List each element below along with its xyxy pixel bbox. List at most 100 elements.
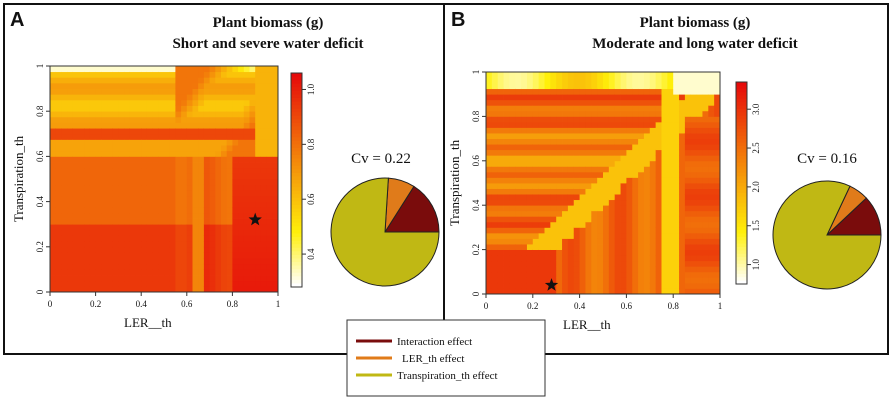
heatmap-cell — [55, 162, 62, 169]
heatmap-cell — [158, 133, 165, 140]
heatmap-cell — [562, 77, 569, 84]
heatmap-cell — [72, 77, 79, 84]
heatmap-cell — [673, 188, 680, 195]
heatmap-cell — [198, 218, 205, 225]
heatmap-cell — [486, 77, 493, 84]
heatmap-cell — [702, 244, 709, 250]
heatmap-cell — [684, 271, 692, 278]
heatmap-cell — [158, 71, 165, 78]
heatmap-cell — [232, 207, 239, 214]
heatmap-cell — [243, 71, 250, 78]
heatmap-cell — [643, 227, 651, 234]
heatmap-cell — [175, 99, 182, 106]
heatmap-cell — [72, 139, 79, 146]
heatmap-cell — [497, 155, 504, 162]
heatmap-cell — [597, 138, 604, 145]
x-tick-label: 1 — [276, 299, 281, 309]
colorbar-step — [736, 183, 747, 187]
heatmap-cell — [714, 171, 721, 178]
heatmap-cell — [129, 167, 136, 174]
heatmap-cell — [497, 105, 504, 112]
heatmap-cell — [597, 249, 604, 256]
heatmap-cell — [101, 275, 108, 282]
heatmap-cell — [643, 94, 651, 101]
heatmap-cell — [562, 110, 569, 117]
heatmap-cell — [708, 166, 715, 173]
heatmap-cell — [509, 266, 516, 273]
heatmap-cell — [249, 190, 256, 197]
heatmap-cell — [579, 183, 586, 189]
heatmap-cell — [215, 184, 222, 191]
heatmap-cell — [550, 199, 557, 206]
heatmap-cell — [221, 241, 228, 248]
heatmap-cell — [614, 160, 621, 167]
heatmap-cell — [175, 190, 182, 197]
heatmap-cell — [521, 127, 528, 134]
heatmap-cell — [649, 155, 657, 162]
heatmap-cell — [50, 246, 57, 253]
heatmap-cell — [643, 255, 651, 262]
panel-a-cv-label: Cv = 0.22 — [351, 151, 411, 167]
heatmap-cell — [61, 286, 68, 293]
heatmap-cell — [226, 286, 233, 293]
heatmap-cell — [95, 218, 102, 225]
heatmap-cell — [638, 216, 645, 223]
heatmap-cell — [107, 82, 114, 89]
heatmap-cell — [181, 150, 188, 157]
heatmap-cell — [667, 160, 674, 167]
heatmap-cell — [203, 286, 210, 293]
heatmap-cell — [50, 99, 57, 106]
heatmap-cell — [579, 260, 586, 267]
heatmap-cell — [226, 156, 233, 163]
heatmap-cell — [238, 286, 245, 293]
heatmap-cell — [226, 99, 233, 106]
heatmap-cell — [129, 235, 136, 242]
heatmap-cell — [118, 139, 125, 146]
heatmap-cell — [67, 145, 74, 152]
heatmap-cell — [655, 277, 662, 284]
heatmap-cell — [509, 194, 516, 201]
heatmap-cell — [690, 110, 697, 117]
heatmap-cell — [544, 205, 551, 212]
heatmap-cell — [714, 244, 721, 250]
heatmap-cell — [544, 72, 551, 78]
colorbar-step — [291, 137, 302, 142]
heatmap-cell — [573, 210, 580, 217]
heatmap-cell — [101, 82, 108, 89]
heatmap-cell — [192, 156, 199, 163]
heatmap-cell — [255, 263, 262, 270]
heatmap-cell — [175, 94, 182, 101]
heatmap-cell — [186, 235, 193, 242]
heatmap-cell — [118, 173, 125, 180]
heatmap-cell — [67, 66, 74, 73]
heatmap-cell — [585, 149, 592, 156]
heatmap-cell — [573, 238, 580, 245]
heatmap-cell — [567, 210, 575, 217]
heatmap-cell — [603, 260, 610, 267]
heatmap-cell — [255, 82, 262, 89]
heatmap-cell — [632, 121, 639, 128]
heatmap-cell — [579, 288, 586, 295]
heatmap-cell — [266, 111, 273, 118]
heatmap-cell — [638, 127, 645, 134]
heatmap-cell — [249, 229, 256, 236]
heatmap-cell — [232, 82, 239, 89]
heatmap-cell — [550, 116, 557, 123]
heatmap-cell — [690, 282, 697, 289]
heatmap-cell — [638, 166, 645, 173]
heatmap-cell — [696, 105, 703, 112]
heatmap-cell — [55, 150, 62, 157]
heatmap-cell — [181, 111, 188, 118]
heatmap-cell — [556, 133, 563, 139]
heatmap-cell — [608, 216, 616, 223]
heatmap-cell — [614, 155, 621, 162]
heatmap-cell — [626, 271, 633, 278]
heatmap-cell — [238, 162, 245, 169]
heatmap-cell — [203, 207, 210, 214]
heatmap-cell — [186, 258, 193, 265]
heatmap-cell — [515, 121, 522, 128]
colorbar-step — [736, 88, 747, 93]
heatmap-cell — [556, 160, 563, 167]
heatmap-cell — [585, 133, 592, 139]
heatmap-cell — [679, 205, 686, 212]
